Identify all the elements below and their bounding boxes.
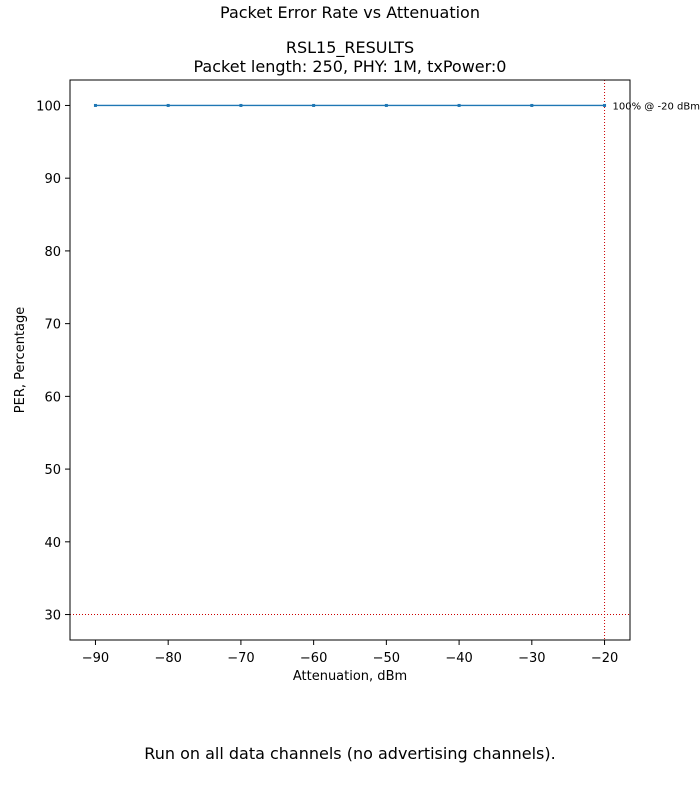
data-point — [166, 103, 170, 107]
figure-suptitle: Packet Error Rate vs Attenuation — [220, 3, 480, 22]
footer-note: Run on all data channels (no advertising… — [144, 744, 556, 763]
y-tick-label: 100 — [36, 99, 61, 114]
y-tick-label: 70 — [44, 318, 61, 333]
x-axis-label: Attenuation, dBm — [293, 669, 407, 684]
y-tick-label: 60 — [44, 390, 61, 405]
x-tick-label: −70 — [227, 651, 254, 666]
y-tick-label: 40 — [44, 536, 61, 551]
x-tick-label: −40 — [445, 651, 472, 666]
y-axis-ticks: 30 40 50 60 70 80 90 100 — [36, 99, 70, 624]
data-point — [384, 103, 388, 107]
x-tick-label: −20 — [591, 651, 618, 666]
plot-area-frame — [69, 79, 631, 641]
chart-title-line1: RSL15_RESULTS — [286, 38, 414, 58]
point-annotation: 100% @ -20 dBm — [613, 101, 700, 112]
x-tick-label: −50 — [373, 651, 400, 666]
data-point — [312, 103, 316, 107]
y-tick-label: 50 — [44, 463, 61, 478]
x-tick-label: −80 — [154, 651, 181, 666]
x-tick-label: −60 — [300, 651, 327, 666]
x-tick-label: −90 — [82, 651, 109, 666]
y-tick-label: 90 — [44, 172, 61, 187]
reference-lines — [70, 80, 630, 640]
chart-figure: Packet Error Rate vs Attenuation RSL15_R… — [13, 3, 700, 684]
chart-title-line2: Packet length: 250, PHY: 1M, txPower:0 — [194, 57, 507, 76]
data-point — [603, 103, 607, 107]
data-point — [530, 103, 534, 107]
y-axis-label: PER, Percentage — [13, 307, 28, 413]
data-point — [457, 103, 461, 107]
series-layer — [93, 103, 607, 107]
x-axis-ticks: −90 −80 −70 −60 −50 −40 −30 −20 — [82, 640, 618, 666]
y-tick-label: 80 — [44, 245, 61, 260]
data-point — [93, 103, 97, 107]
data-point — [239, 103, 243, 107]
y-tick-label: 30 — [44, 609, 61, 624]
x-tick-label: −30 — [518, 651, 545, 666]
